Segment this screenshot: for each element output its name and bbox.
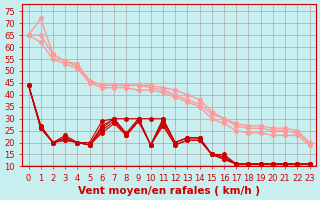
X-axis label: Vent moyen/en rafales ( km/h ): Vent moyen/en rafales ( km/h ) xyxy=(78,186,260,196)
